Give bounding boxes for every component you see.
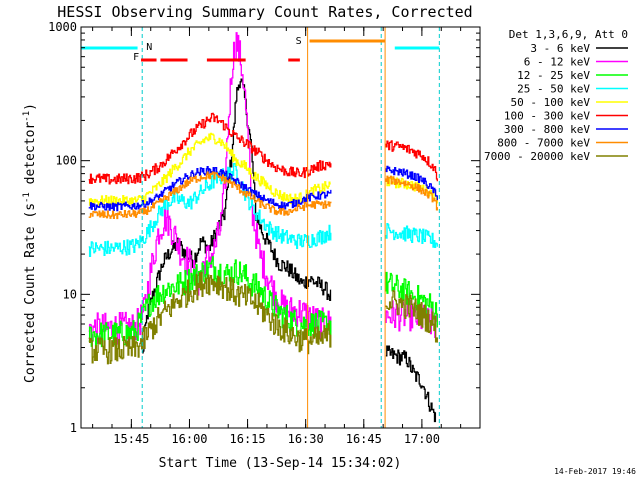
- x-tick-label-1: 16:00: [171, 432, 207, 446]
- series-line-5-seg1: [385, 140, 438, 182]
- y-axis-label-sup1: -1: [22, 192, 32, 203]
- series-line-6-seg0: [88, 166, 332, 212]
- annotation-label-s: S: [296, 36, 302, 47]
- x-tick-label-0: 15:45: [113, 432, 149, 446]
- y-tick-label-3: 1000: [48, 20, 77, 34]
- y-axis-label-mid: detector: [23, 122, 38, 193]
- series-line-5-seg0: [88, 112, 332, 185]
- legend-title: Det 1,3,6,9, Att 0: [509, 28, 628, 41]
- series-line-8-seg1: [385, 290, 438, 343]
- series-line-0-seg0: [142, 78, 332, 354]
- series-line-6-seg1: [385, 165, 438, 201]
- x-tick-label-2: 16:15: [230, 432, 266, 446]
- series-line-3-seg0: [88, 162, 332, 258]
- legend-entry-label-4: 50 - 100 keV: [511, 96, 591, 109]
- series-line-7-seg1: [385, 175, 438, 211]
- x-tick-label-3: 16:30: [288, 432, 324, 446]
- y-axis-label-end: ): [23, 103, 38, 111]
- y-tick-label-0: 1: [70, 421, 77, 435]
- series-line-0-seg1: [385, 345, 437, 423]
- x-axis-label: Start Time (13-Sep-14 15:34:02): [159, 456, 402, 471]
- y-tick-label-1: 10: [63, 287, 77, 301]
- y-axis-label-sup2: -1: [22, 111, 32, 122]
- legend-entry-label-8: 7000 - 20000 keV: [484, 150, 590, 163]
- series-line-2-seg1: [385, 271, 438, 328]
- legend-entry-label-7: 800 - 7000 keV: [497, 137, 590, 150]
- y-tick-label-2: 100: [55, 154, 77, 168]
- plot-frame: [80, 26, 481, 429]
- x-tick-label-5: 17:00: [404, 432, 440, 446]
- y-axis-label-main: Corrected Count Rate (s: [23, 203, 38, 383]
- legend-entry-label-2: 12 - 25 keV: [517, 69, 590, 82]
- legend-entry-label-5: 100 - 300 keV: [504, 110, 590, 123]
- annotation-label-f: F: [133, 52, 139, 63]
- series-line-1-seg0: [88, 32, 332, 345]
- y-axis-label: Corrected Count Rate (s-1 detector-1): [22, 103, 38, 383]
- legend-entry-label-1: 6 - 12 keV: [524, 56, 591, 69]
- series-line-3-seg1: [385, 222, 438, 248]
- legend-entry-label-3: 25 - 50 keV: [517, 83, 590, 96]
- series-line-8-seg0: [88, 271, 332, 365]
- legend-entry-label-6: 300 - 800 keV: [504, 123, 590, 136]
- chart-title: HESSI Observing Summary Count Rates, Cor…: [57, 3, 472, 21]
- x-tick-label-4: 16:45: [346, 432, 382, 446]
- annotation-label-n: N: [146, 42, 152, 53]
- series-line-7-seg0: [88, 171, 332, 220]
- plot-timestamp: 14-Feb-2017 19:46: [554, 467, 636, 476]
- legend-entry-label-0: 3 - 6 keV: [530, 42, 590, 55]
